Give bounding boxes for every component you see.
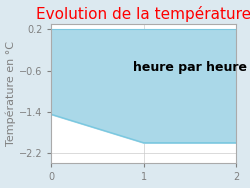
Text: heure par heure: heure par heure [133,61,247,74]
Title: Evolution de la température: Evolution de la température [36,6,250,22]
Y-axis label: Température en °C: Température en °C [6,41,16,146]
